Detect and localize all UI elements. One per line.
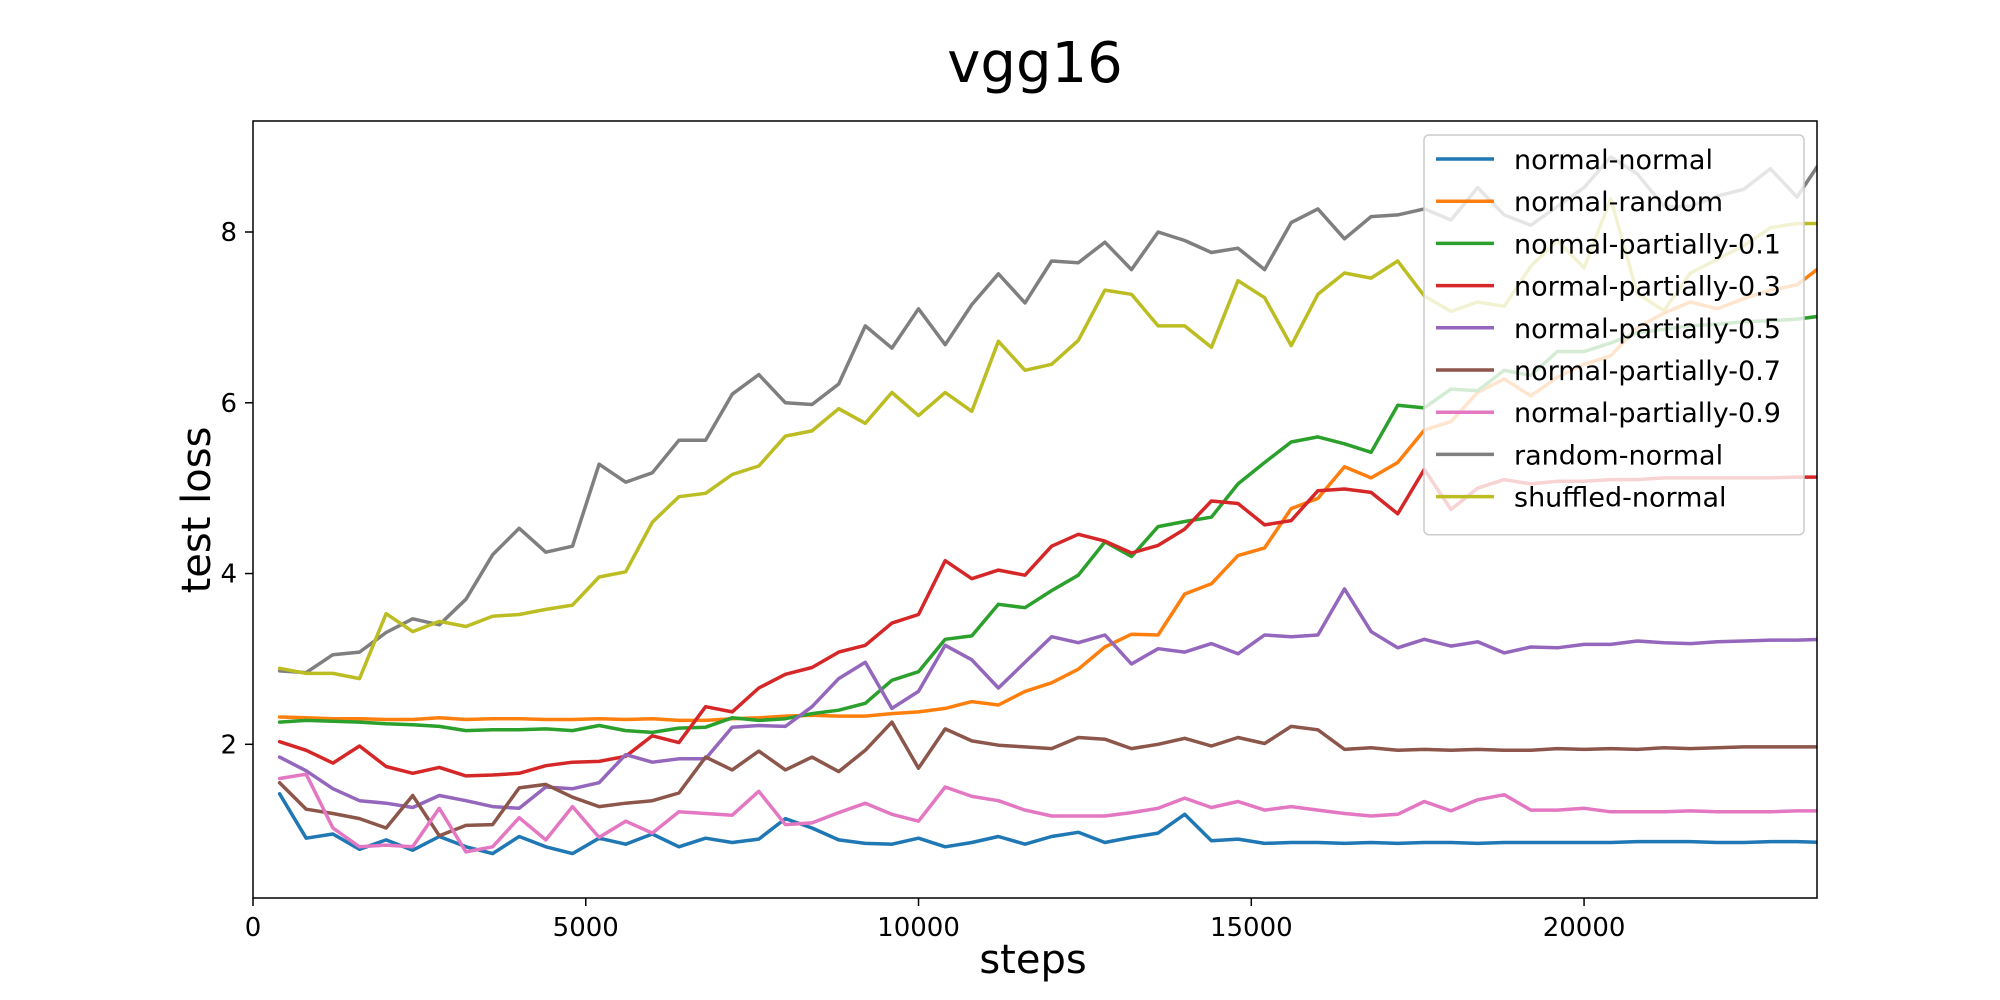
x-axis-label: steps [979,937,1086,983]
y-tick-label: 4 [220,560,237,590]
legend-label: random-normal [1514,440,1723,471]
axes-frame [252,120,1818,899]
legend-label: normal-partially-0.9 [1514,398,1781,429]
y-tick-label: 8 [220,218,237,248]
legend-label: shuffled-normal [1514,483,1727,514]
legend-label: normal-partially-0.3 [1514,272,1781,303]
y-tick-label: 2 [220,730,237,760]
legend-box [1423,134,1805,536]
y-axis-label: test loss [174,427,220,594]
axis-ticks: 0 5000 10000 15000 20000 2 4 6 8 [220,218,1625,943]
series-line-normal-partially-0.7 [277,720,1817,838]
series-line-normal-partially-0.9 [277,772,1817,854]
legend-label: normal-partially-0.5 [1514,314,1781,345]
y-tick-label: 6 [220,389,237,419]
x-tick-label: 20000 [1543,913,1626,943]
x-tick-label: 0 [245,913,262,943]
x-tick-label: 5000 [553,913,619,943]
legend-label: normal-random [1514,187,1723,218]
chart-title: vgg16 [947,31,1123,96]
series-line-normal-normal [277,792,1817,856]
legend-label: normal-partially-0.1 [1514,229,1781,260]
x-tick-label: 10000 [877,913,960,943]
x-tick-label: 15000 [1210,913,1293,943]
legend-label: normal-partially-0.7 [1514,356,1781,387]
series-line-normal-partially-0.5 [277,587,1817,811]
legend-label: normal-normal [1514,145,1713,176]
legend: normal-normal normal-random normal-partial… [1423,134,1805,536]
